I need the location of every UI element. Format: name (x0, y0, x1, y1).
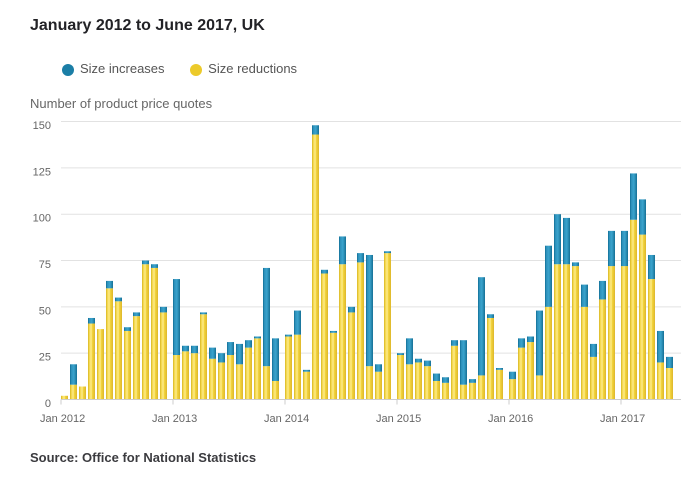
svg-text:75: 75 (39, 259, 51, 271)
svg-text:Jan 2014: Jan 2014 (264, 413, 309, 425)
svg-text:Jan 2015: Jan 2015 (376, 413, 421, 425)
svg-text:Jan 2017: Jan 2017 (600, 413, 645, 425)
svg-text:Jan 2012: Jan 2012 (40, 413, 85, 425)
svg-text:125: 125 (33, 166, 51, 178)
svg-text:25: 25 (39, 352, 51, 364)
svg-text:100: 100 (33, 213, 51, 225)
svg-text:0: 0 (45, 398, 51, 410)
svg-text:Jan 2013: Jan 2013 (152, 413, 197, 425)
svg-text:150: 150 (33, 120, 51, 132)
svg-text:50: 50 (39, 305, 51, 317)
svg-text:Jan 2016: Jan 2016 (488, 413, 533, 425)
